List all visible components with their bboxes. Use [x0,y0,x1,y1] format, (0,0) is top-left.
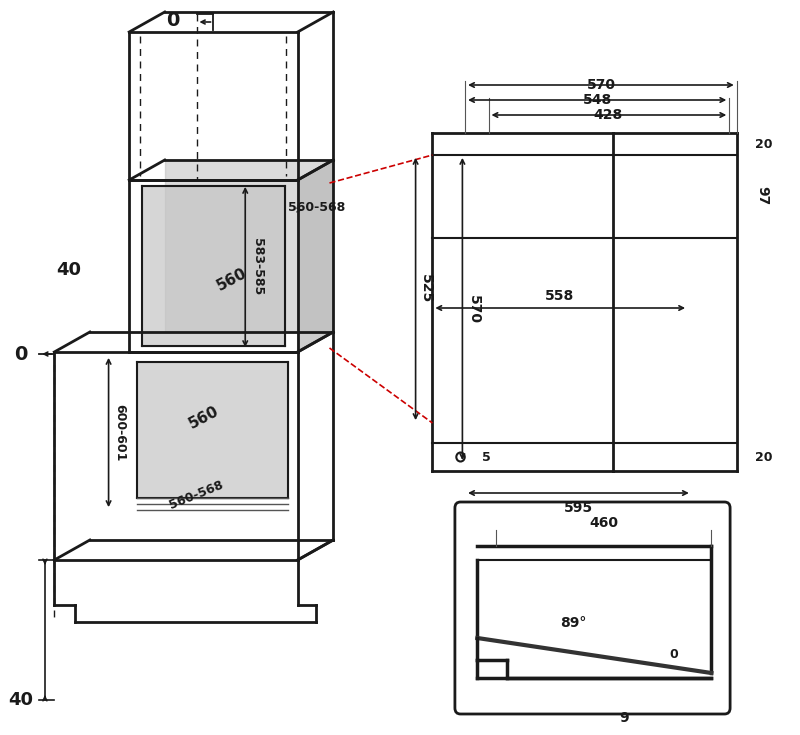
Text: 460: 460 [590,516,618,530]
Text: 40: 40 [56,261,81,279]
Text: 600-601: 600-601 [114,404,126,462]
Text: 560: 560 [186,404,222,432]
Text: 558: 558 [545,289,574,303]
Text: 570: 570 [466,295,481,323]
Polygon shape [165,160,334,332]
Text: 595: 595 [795,287,800,317]
Polygon shape [137,362,288,498]
Text: 0: 0 [670,648,678,661]
Text: 40: 40 [8,691,33,709]
Text: 9: 9 [619,711,629,725]
Polygon shape [298,160,334,352]
Text: 0: 0 [14,345,27,364]
Text: 560: 560 [214,266,250,294]
Text: 548: 548 [582,93,612,107]
Text: 0: 0 [166,10,180,29]
Text: 525: 525 [419,274,433,304]
Text: 560-568: 560-568 [288,201,346,213]
Text: 97: 97 [755,187,769,206]
Polygon shape [142,186,285,346]
Text: 20: 20 [755,137,773,151]
Text: 428: 428 [594,108,623,122]
Text: 89°: 89° [560,616,586,630]
Text: 20: 20 [755,451,773,464]
Text: 570: 570 [586,78,615,92]
Text: 583-585: 583-585 [251,238,264,295]
Text: 560-568: 560-568 [167,478,226,512]
FancyBboxPatch shape [455,502,730,714]
Text: 5: 5 [482,451,491,464]
Text: 595: 595 [564,501,593,515]
